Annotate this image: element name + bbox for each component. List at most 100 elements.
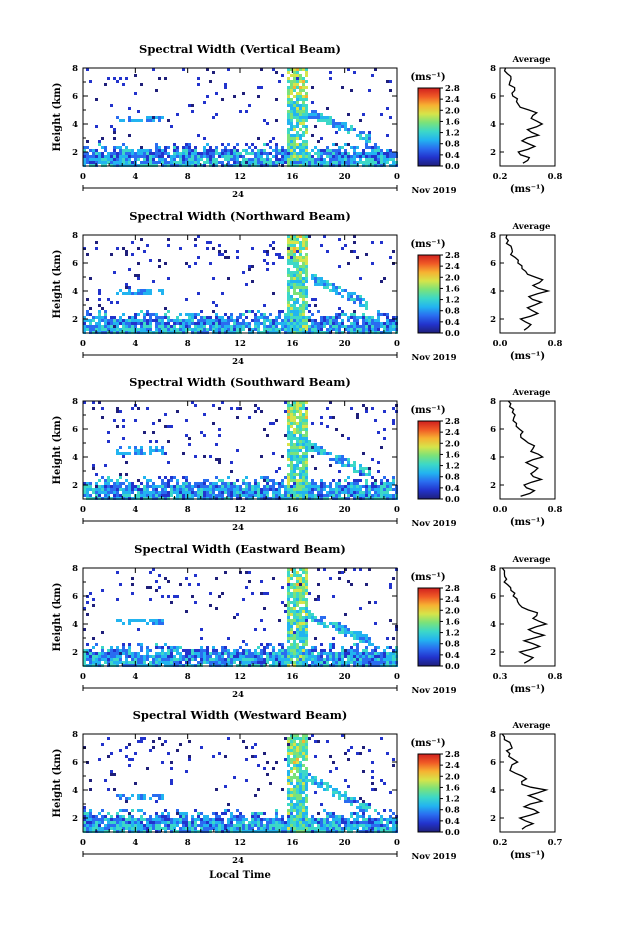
heatmap-cell — [374, 655, 377, 658]
heatmap-cell — [92, 658, 95, 661]
heatmap-cell — [347, 580, 350, 583]
heatmap-cell — [95, 661, 98, 664]
heatmap-cell — [386, 319, 389, 322]
heatmap-cell — [137, 289, 140, 292]
heatmap-cell — [287, 488, 290, 491]
heatmap-cell — [131, 661, 134, 664]
heatmap-cell — [287, 577, 290, 580]
heatmap-cell — [293, 758, 296, 761]
heatmap-cell — [374, 155, 377, 158]
heatmap-cell — [302, 746, 305, 749]
heatmap-cell — [128, 119, 131, 122]
heatmap-cell — [335, 461, 338, 464]
heatmap-cell — [257, 328, 260, 331]
heatmap-cell — [134, 818, 137, 821]
heatmap-cell — [137, 479, 140, 482]
heatmap-cell — [314, 110, 317, 113]
heatmap-cell — [302, 113, 305, 116]
heatmap-cell — [92, 467, 95, 470]
heatmap-cell — [119, 655, 122, 658]
heatmap-cell — [368, 494, 371, 497]
heatmap-cell — [200, 661, 203, 664]
heatmap-cell — [305, 749, 308, 752]
heatmap-cell — [350, 583, 353, 586]
heatmap-cell — [197, 488, 200, 491]
heatmap-cell — [209, 241, 212, 244]
heatmap-cell — [287, 110, 290, 113]
heatmap-cell — [293, 80, 296, 83]
heatmap-cell — [374, 649, 377, 652]
heatmap-cell — [221, 479, 224, 482]
heatmap-cell — [200, 824, 203, 827]
heatmap-cell — [149, 818, 152, 821]
heatmap-cell — [170, 649, 173, 652]
heatmap-cell — [158, 328, 161, 331]
heatmap-cell — [329, 161, 332, 164]
heatmap-cell — [287, 827, 290, 830]
heatmap-cell — [368, 328, 371, 331]
heatmap-cell — [131, 619, 134, 622]
x-tick-label: 20 — [339, 172, 351, 182]
heatmap-cell — [299, 652, 302, 655]
heatmap-cell — [98, 494, 101, 497]
heatmap-cell — [290, 256, 293, 259]
heatmap-cell — [281, 824, 284, 827]
heatmap-cell — [296, 292, 299, 295]
heatmap-cell — [296, 791, 299, 794]
heatmap-cell — [140, 818, 143, 821]
heatmap-cell — [188, 313, 191, 316]
heatmap-cell — [233, 322, 236, 325]
heatmap-cell — [140, 328, 143, 331]
heatmap-cell — [203, 413, 206, 416]
heatmap-cell — [353, 479, 356, 482]
avg-unit-label: (ms⁻¹) — [510, 351, 545, 362]
heatmap-cell — [287, 580, 290, 583]
heatmap-cell — [260, 580, 263, 583]
heatmap-cell — [164, 658, 167, 661]
heatmap-cell — [305, 655, 308, 658]
heatmap-cell — [353, 488, 356, 491]
heatmap-cell — [167, 812, 170, 815]
heatmap-cell — [284, 737, 287, 740]
heatmap-cell — [293, 734, 296, 737]
heatmap-cell — [194, 325, 197, 328]
heatmap-cell — [311, 101, 314, 104]
heatmap-cell — [92, 158, 95, 161]
heatmap-cell — [380, 152, 383, 155]
heatmap-cell — [287, 634, 290, 637]
heatmap-cell — [242, 155, 245, 158]
heatmap-cell — [251, 280, 254, 283]
heatmap-cell — [389, 328, 392, 331]
heatmap-cell — [338, 161, 341, 164]
heatmap-cell — [203, 485, 206, 488]
heatmap-cell — [203, 488, 206, 491]
heatmap-cell — [302, 443, 305, 446]
heatmap-cell — [242, 271, 245, 274]
heatmap-cell — [299, 401, 302, 404]
heatmap-cell — [119, 488, 122, 491]
heatmap-cell — [149, 485, 152, 488]
heatmap-cell — [197, 256, 200, 259]
heatmap-cell — [155, 485, 158, 488]
heatmap-cell — [176, 749, 179, 752]
heatmap-cell — [170, 661, 173, 664]
heatmap-cell — [164, 152, 167, 155]
heatmap-cell — [107, 494, 110, 497]
heatmap-cell — [338, 328, 341, 331]
heatmap-cell — [203, 491, 206, 494]
heatmap-cell — [212, 485, 215, 488]
heatmap-cell — [392, 158, 395, 161]
heatmap-cell — [197, 328, 200, 331]
heatmap-cell — [155, 794, 158, 797]
heatmap-cell — [356, 646, 359, 649]
heatmap-cell — [278, 827, 281, 830]
heatmap-cell — [143, 155, 146, 158]
heatmap-cell — [245, 643, 248, 646]
heatmap-cell — [293, 806, 296, 809]
heatmap-cell — [128, 116, 131, 119]
heatmap-cell — [83, 809, 86, 812]
heatmap-cell — [362, 319, 365, 322]
heatmap-cell — [383, 328, 386, 331]
heatmap-cell — [215, 577, 218, 580]
heatmap-cell — [98, 319, 101, 322]
